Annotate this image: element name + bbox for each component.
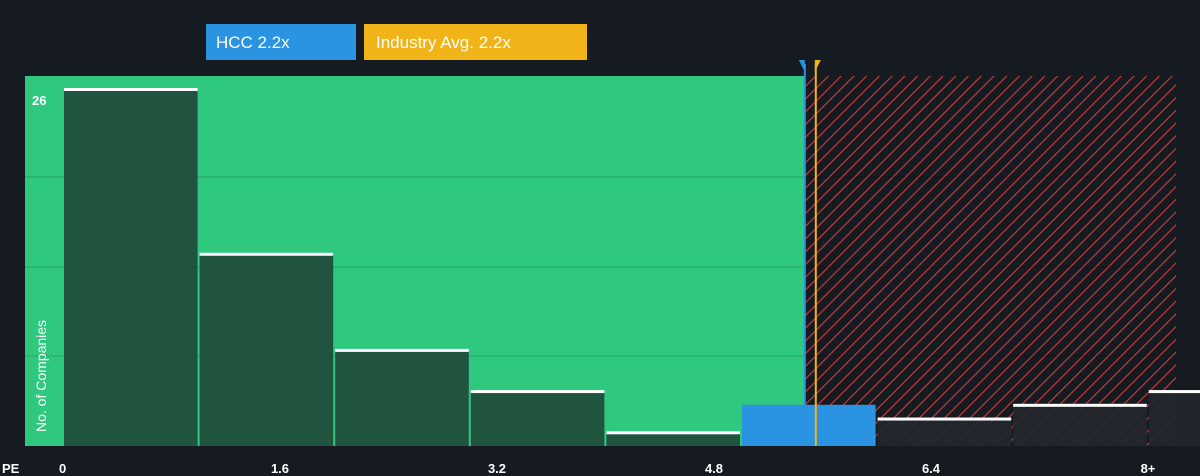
y-tick-label: 26 [32, 93, 46, 108]
x-tick-label: 8+ [1141, 461, 1156, 476]
industry-callout-label: Industry Avg. 2.2x [376, 33, 511, 52]
x-axis-label: PE [2, 461, 20, 476]
x-tick-label: 3.2 [488, 461, 506, 476]
x-tick-label: 6.4 [922, 461, 941, 476]
company-callout-box [206, 24, 356, 60]
histogram-bar [1148, 391, 1200, 446]
x-tick-label: 1.6 [271, 461, 289, 476]
x-tick-label: 4.8 [705, 461, 723, 476]
industry-callout-pointer [814, 60, 821, 72]
industry-callout-box [364, 24, 587, 60]
company-callout-label: HCC 2.2x [216, 33, 290, 52]
company-callout-pointer [798, 60, 805, 72]
histogram-bar [335, 349, 469, 446]
bar-cap [470, 390, 605, 394]
y-axis-label: No. of Companies [33, 320, 49, 432]
bar-cap [199, 252, 334, 256]
bar-cap [1148, 390, 1200, 394]
bar-cap [606, 431, 740, 435]
histogram-bar [470, 391, 605, 446]
histogram-bar [1013, 404, 1147, 446]
x-tick-label: 0 [59, 461, 66, 476]
histogram-bar [606, 432, 740, 446]
histogram-bar [64, 89, 198, 446]
bar-cap [877, 417, 1012, 421]
histogram-bar [742, 404, 876, 446]
company-callout: HCC 2.2x [206, 24, 805, 72]
bar-cap [64, 88, 198, 91]
histogram-bar [199, 253, 334, 446]
industry-callout: Industry Avg. 2.2x [364, 24, 821, 72]
bar-cap [1013, 403, 1147, 407]
bar-cap [335, 348, 469, 352]
overvalued-zone [804, 76, 1176, 446]
histogram-bar [877, 418, 1012, 446]
